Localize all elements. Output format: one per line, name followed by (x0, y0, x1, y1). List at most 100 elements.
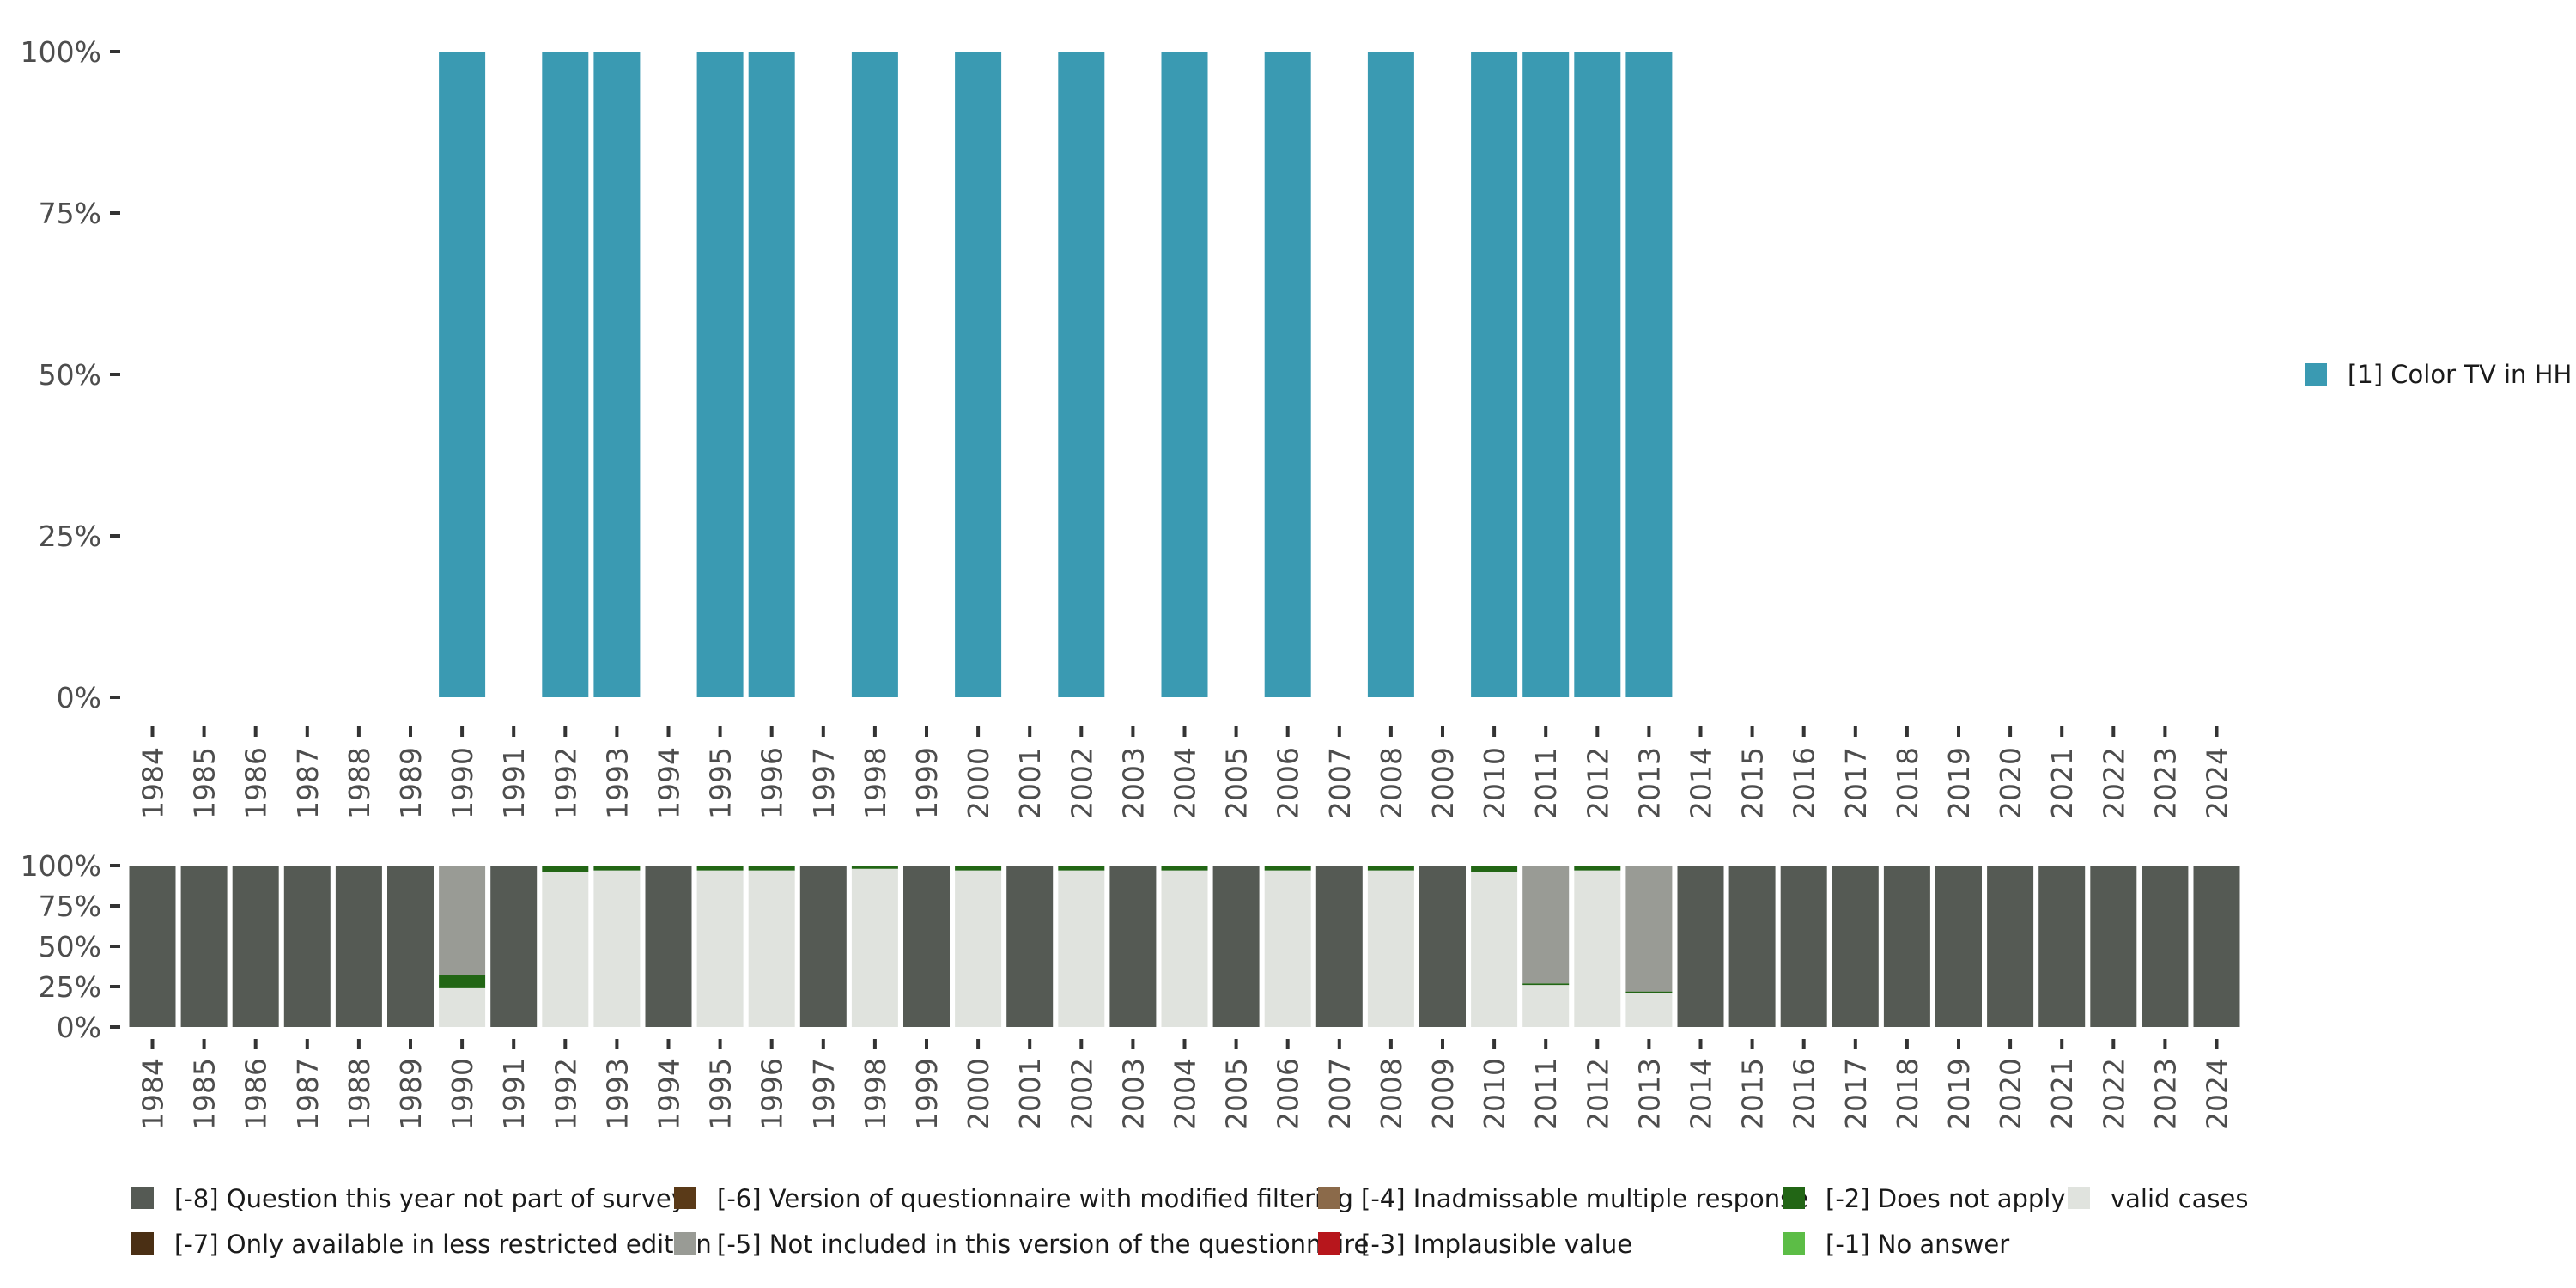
bottom-x-tick-label: 2000 (962, 1058, 995, 1130)
top-bar-1993 (593, 52, 641, 697)
top-bar-1992 (542, 52, 589, 697)
bottom-segment-2-does-not-apply-1993 (593, 866, 641, 871)
top-x-tick-label: 1990 (446, 747, 479, 819)
top-x-tick-label: 2008 (1375, 747, 1408, 819)
bottom-segment-8-question-this-year-not-part-of-survey-1999 (903, 866, 950, 1027)
bottom-x-tick-label: 2020 (1994, 1058, 2027, 1130)
legend-key-7-only-available-in-less-restricted-edition (131, 1232, 154, 1255)
bottom-x-tick-label: 1995 (704, 1058, 738, 1130)
bottom-x-tick-label: 1993 (600, 1058, 634, 1130)
bottom-x-tick-label: 2022 (2097, 1058, 2130, 1130)
bottom-segment-valid-cases-2008 (1367, 870, 1414, 1027)
legend-label-8-question-this-year-not-part-of-survey: [-8] Question this year not part of surv… (174, 1184, 686, 1213)
bottom-segment-8-question-this-year-not-part-of-survey-2018 (1883, 866, 1930, 1027)
bottom-x-tick-label: 2023 (2148, 1058, 2182, 1130)
bottom-segment-8-question-this-year-not-part-of-survey-2005 (1212, 866, 1260, 1027)
bottom-segment-8-question-this-year-not-part-of-survey-2014 (1677, 866, 1724, 1027)
bottom-segment-valid-cases-2013 (1625, 993, 1673, 1027)
bottom-stacked-bar-chart: 0% 25% 50% 75% 100% 1984 1985 1986 1987 1988 1989 1… (21, 849, 2240, 1130)
bottom-segment-8-question-this-year-not-part-of-survey-2009 (1419, 866, 1466, 1027)
bottom-segment-8-question-this-year-not-part-of-survey-1986 (232, 866, 279, 1027)
bottom-segment-8-question-this-year-not-part-of-survey-2020 (1987, 866, 2034, 1027)
top-x-tick-label: 2013 (1632, 747, 1666, 819)
bottom-segment-8-question-this-year-not-part-of-survey-2021 (2038, 866, 2086, 1027)
bottom-segment-5-not-included-in-this-version-of-the-questionnaire-2011 (1522, 866, 1570, 984)
top-x-tick-label: 1993 (600, 747, 634, 819)
bottom-segment-2-does-not-apply-2004 (1161, 866, 1208, 871)
bottom-segment-valid-cases-2006 (1264, 870, 1311, 1027)
bottom-segment-8-question-this-year-not-part-of-survey-1989 (387, 866, 434, 1027)
top-x-tick-label: 2001 (1013, 747, 1047, 819)
bottom-segment-8-question-this-year-not-part-of-survey-1987 (283, 866, 331, 1027)
top-x-tick-label: 1994 (653, 747, 686, 819)
top-x-tick-label: 1999 (910, 747, 944, 819)
top-x-tick-label: 2011 (1529, 747, 1563, 819)
top-bar-2008 (1367, 52, 1414, 697)
bottom-segment-8-question-this-year-not-part-of-survey-2015 (1728, 866, 1776, 1027)
top-y-tick-label: 50% (39, 358, 101, 392)
top-x-tick-label: 2005 (1220, 747, 1254, 819)
top-x-tick-label: 2019 (1942, 747, 1976, 819)
top-x-tick-label: 2002 (1065, 747, 1098, 819)
bottom-x-tick-label: 2003 (1116, 1058, 1150, 1130)
bottom-segment-valid-cases-2002 (1058, 870, 1105, 1027)
top-x-tick-label: 2021 (2045, 747, 2079, 819)
bottom-y-tick-label: 0% (57, 1011, 101, 1044)
bottom-x-tick-label: 1996 (756, 1058, 789, 1130)
bottom-segment-8-question-this-year-not-part-of-survey-2016 (1780, 866, 1827, 1027)
top-x-tick-label: 2010 (1478, 747, 1511, 819)
bottom-segment-5-not-included-in-this-version-of-the-questionnaire-2013 (1625, 866, 1673, 992)
bottom-segment-2-does-not-apply-2000 (955, 866, 1002, 871)
bottom-x-tick-label: 2005 (1220, 1058, 1254, 1130)
bottom-segment-2-does-not-apply-1998 (851, 866, 898, 869)
legends: [1] Color TV in HH [-8] Question this yea… (131, 360, 2572, 1259)
top-x-tick-label: 1996 (756, 747, 789, 819)
bottom-segment-valid-cases-2011 (1522, 985, 1570, 1027)
top-x-tick-label: 2003 (1116, 747, 1150, 819)
top-x-tick-label: 2023 (2148, 747, 2182, 819)
bottom-x-tick-label: 2014 (1685, 1058, 1718, 1130)
bottom-segment-8-question-this-year-not-part-of-survey-2007 (1315, 866, 1363, 1027)
bottom-x-tick-label: 1990 (446, 1058, 479, 1130)
top-x-tick-label: 2015 (1736, 747, 1770, 819)
bottom-x-tick-label: 2015 (1736, 1058, 1770, 1130)
bottom-segment-valid-cases-2000 (955, 870, 1002, 1027)
bottom-y-tick-label: 75% (39, 890, 101, 923)
bottom-segment-2-does-not-apply-2008 (1367, 866, 1414, 871)
bottom-segment-valid-cases-2010 (1471, 872, 1518, 1027)
bottom-x-tick-label: 1984 (137, 1058, 170, 1130)
top-bar-2011 (1522, 52, 1570, 697)
top-bar-2012 (1574, 52, 1621, 697)
bottom-x-tick-label: 2017 (1839, 1058, 1873, 1130)
bottom-x-tick-label: 1994 (653, 1058, 686, 1130)
top-x-tick-label: 1992 (549, 747, 582, 819)
top-x-tick-label: 2020 (1994, 747, 2027, 819)
top-x-tick-label: 1987 (291, 747, 325, 819)
bottom-segment-2-does-not-apply-2010 (1471, 866, 1518, 872)
bottom-x-tick-label: 2001 (1013, 1058, 1047, 1130)
top-y-tick-label: 25% (39, 519, 101, 553)
top-y-tick-label: 100% (21, 35, 101, 69)
bottom-segment-2-does-not-apply-2012 (1574, 866, 1621, 871)
top-x-tick-label: 2024 (2201, 747, 2234, 819)
bottom-segment-8-question-this-year-not-part-of-survey-1988 (335, 866, 382, 1027)
legend-label-3-implausible-value: [-3] Implausible value (1361, 1230, 1632, 1259)
top-x-tick-label: 1998 (859, 747, 892, 819)
bottom-x-tick-label: 2009 (1426, 1058, 1460, 1130)
legend-label-1-no-answer: [-1] No answer (1826, 1230, 2009, 1259)
bottom-segment-valid-cases-2012 (1574, 870, 1621, 1027)
top-bar-2002 (1058, 52, 1105, 697)
bottom-segment-valid-cases-1992 (542, 872, 589, 1027)
bottom-x-tick-label: 1998 (859, 1058, 892, 1130)
bottom-segment-valid-cases-1995 (696, 870, 744, 1027)
bottom-segment-2-does-not-apply-1992 (542, 866, 589, 872)
top-bar-1995 (696, 52, 744, 697)
top-x-tick-label: 1997 (807, 747, 841, 819)
bottom-segment-2-does-not-apply-2006 (1264, 866, 1311, 871)
bottom-x-tick-label: 2010 (1478, 1058, 1511, 1130)
top-bar-2010 (1471, 52, 1518, 697)
top-x-tick-label: 1988 (343, 747, 376, 819)
bottom-x-tick-label: 1988 (343, 1058, 376, 1130)
bottom-x-tick-label: 2002 (1065, 1058, 1098, 1130)
bottom-x-tick-label: 2021 (2045, 1058, 2079, 1130)
